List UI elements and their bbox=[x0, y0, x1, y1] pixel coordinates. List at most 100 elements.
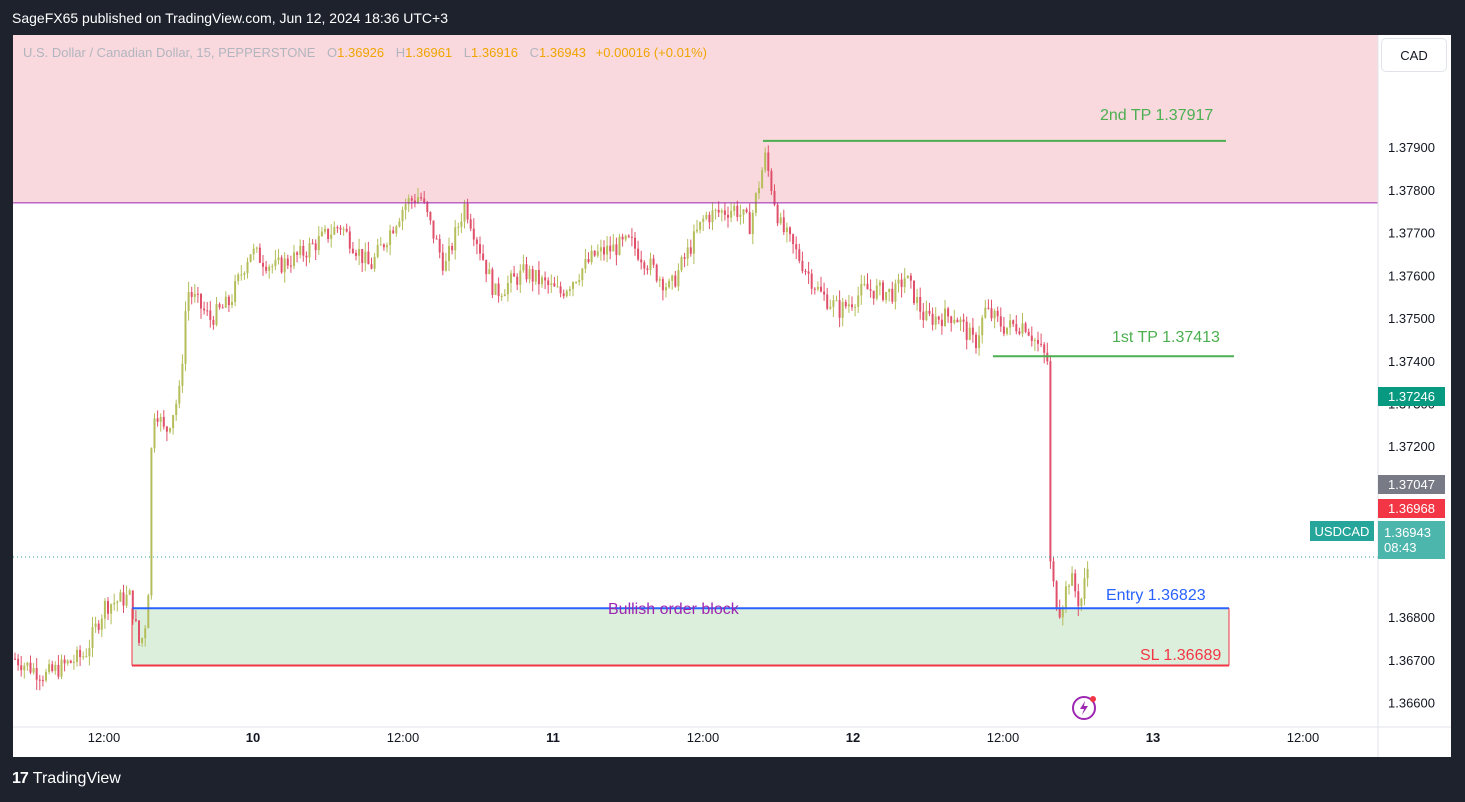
candle-body bbox=[466, 203, 469, 220]
tp2-label: 2nd TP 1.37917 bbox=[1100, 107, 1214, 124]
candle-body bbox=[550, 283, 553, 286]
candle-body bbox=[838, 300, 841, 318]
candle-body bbox=[116, 601, 119, 603]
candle-body bbox=[615, 244, 618, 255]
tradingview-logo[interactable]: 17 TradingView bbox=[12, 770, 121, 788]
candle-body bbox=[379, 244, 382, 246]
x-tick-label: 12:00 bbox=[1287, 730, 1320, 745]
candle-body bbox=[785, 227, 788, 233]
candle-body bbox=[689, 247, 692, 254]
candle-body bbox=[665, 287, 667, 291]
candle-body bbox=[131, 590, 134, 620]
candle-body bbox=[581, 268, 584, 281]
candle-body bbox=[1021, 323, 1024, 334]
candle-body bbox=[940, 319, 943, 327]
chart-panel[interactable]: 1.37900 1.37800 1.37700 1.37600 1.37500 1.374… bbox=[13, 35, 1451, 757]
candles-layer bbox=[14, 145, 1089, 691]
candle-body bbox=[950, 316, 953, 323]
candle-body bbox=[1006, 327, 1008, 334]
candle-body bbox=[48, 664, 51, 672]
candle-body bbox=[953, 319, 956, 323]
candle-body bbox=[708, 214, 711, 223]
x-tick-label: 12:00 bbox=[387, 730, 420, 745]
candle-body bbox=[63, 659, 66, 664]
candle-body bbox=[330, 234, 333, 239]
candle-body bbox=[590, 250, 593, 263]
supply-zone bbox=[13, 35, 1378, 203]
candle-body bbox=[782, 217, 785, 233]
candle-body bbox=[277, 257, 280, 261]
candle-body bbox=[928, 310, 931, 314]
candle-body bbox=[200, 293, 202, 309]
candle-body bbox=[947, 308, 950, 317]
candle-body bbox=[968, 327, 971, 340]
candle-body bbox=[348, 231, 351, 249]
candle-body bbox=[221, 307, 224, 309]
candle-body bbox=[457, 226, 460, 228]
legend-open: 1.36926 bbox=[337, 45, 385, 60]
chart-canvas[interactable]: 1.37900 1.37800 1.37700 1.37600 1.37500 1.374… bbox=[13, 35, 1451, 757]
bar-countdown: 08:43 bbox=[1384, 540, 1417, 555]
candle-body bbox=[621, 236, 624, 240]
candle-body bbox=[246, 261, 249, 274]
candle-body bbox=[730, 210, 733, 218]
candle-body bbox=[258, 247, 261, 263]
candle-body bbox=[265, 266, 268, 271]
candle-body bbox=[41, 680, 44, 682]
candle-body bbox=[959, 319, 962, 323]
candle-body bbox=[1037, 339, 1039, 344]
candle-body bbox=[107, 600, 109, 614]
candle-body bbox=[975, 334, 977, 349]
candle-body bbox=[435, 238, 438, 240]
candle-body bbox=[1030, 335, 1033, 341]
candle-body bbox=[209, 310, 212, 320]
candle-body bbox=[1040, 343, 1043, 345]
candle-body bbox=[916, 296, 919, 304]
candle-body bbox=[147, 595, 150, 629]
candle-body bbox=[60, 659, 63, 677]
candle-body bbox=[441, 252, 444, 271]
candle-body bbox=[85, 656, 88, 658]
candle-body bbox=[996, 310, 999, 317]
candle-body bbox=[35, 668, 38, 680]
candle-body bbox=[128, 590, 131, 595]
candle-body bbox=[727, 214, 729, 218]
candle-body bbox=[537, 270, 540, 285]
currency-button[interactable]: CAD bbox=[1381, 38, 1447, 72]
candle-body bbox=[224, 296, 227, 308]
candle-body bbox=[138, 620, 140, 643]
candle-body bbox=[345, 228, 348, 232]
candle-body bbox=[593, 250, 596, 256]
candle-body bbox=[1055, 581, 1058, 609]
candle-body bbox=[857, 295, 860, 307]
lightning-icon[interactable] bbox=[1072, 695, 1096, 720]
y-tick-label: 1.37600 bbox=[1388, 268, 1435, 283]
candle-body bbox=[522, 264, 525, 271]
candle-body bbox=[249, 254, 252, 262]
candle-body bbox=[110, 604, 113, 614]
candle-body bbox=[931, 313, 934, 325]
candle-body bbox=[320, 231, 323, 237]
candle-body bbox=[559, 286, 562, 294]
candle-body bbox=[358, 249, 361, 256]
legend-change: +0.00016 (+0.01%) bbox=[595, 45, 707, 60]
candle-body bbox=[634, 237, 636, 249]
candle-body bbox=[1024, 323, 1027, 332]
candle-body bbox=[336, 227, 339, 229]
candle-body bbox=[72, 661, 75, 663]
candle-body bbox=[851, 304, 853, 308]
candle-body bbox=[308, 243, 311, 258]
candle-body bbox=[382, 244, 385, 248]
candle-body bbox=[686, 247, 689, 259]
candle-body bbox=[993, 310, 996, 319]
y-tick-label: 1.37200 bbox=[1388, 439, 1435, 454]
candle-body bbox=[252, 248, 255, 255]
candle-body bbox=[429, 212, 432, 221]
candle-body bbox=[327, 228, 330, 239]
candle-body bbox=[206, 310, 209, 312]
candle-body bbox=[88, 647, 91, 657]
candle-body bbox=[1002, 326, 1005, 334]
candle-body bbox=[196, 293, 199, 295]
candle-body bbox=[451, 246, 454, 251]
candle-body bbox=[243, 273, 246, 275]
